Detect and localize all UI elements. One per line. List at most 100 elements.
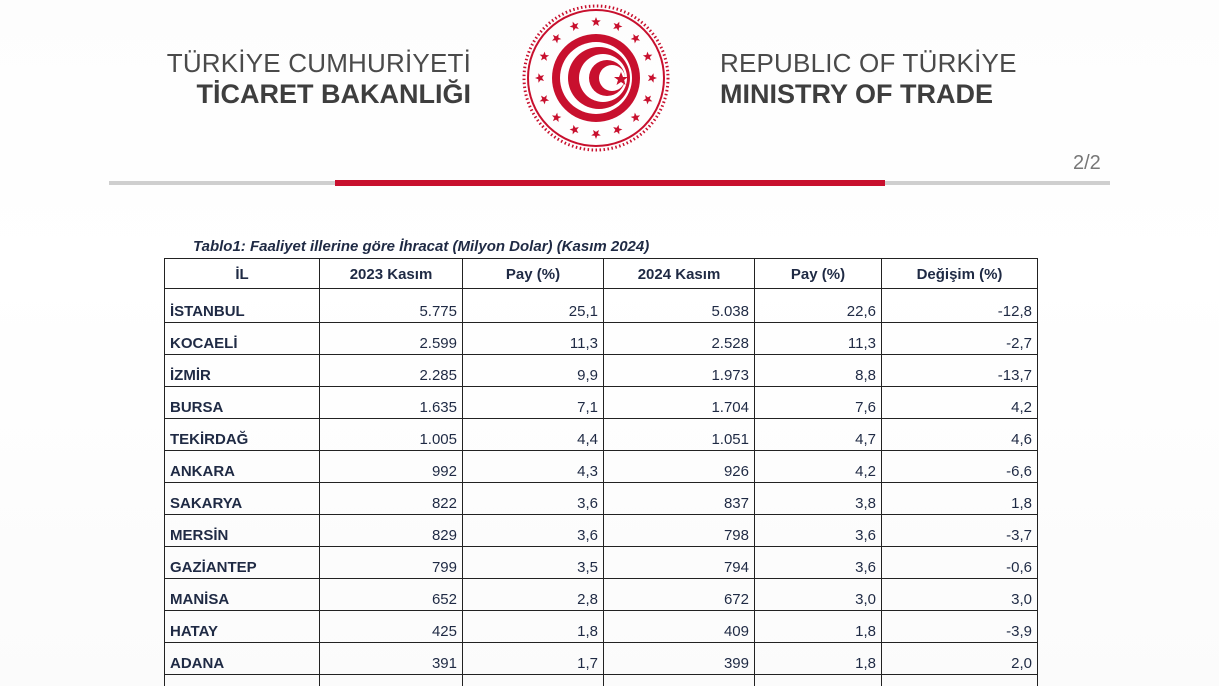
cell-2023: 799 bbox=[319, 546, 463, 579]
table-row: SAKARYA 822 3,6 837 3,8 1,8 bbox=[164, 482, 1038, 515]
table-header-row: İL 2023 Kasım Pay (%) 2024 Kasım Pay (%)… bbox=[164, 258, 1038, 289]
cell-pay-2024: 11,3 bbox=[754, 322, 882, 355]
cell-2024: 1.973 bbox=[603, 354, 755, 387]
cell-degisim: -6,6 bbox=[881, 450, 1038, 483]
seal-star-icon bbox=[551, 112, 562, 123]
cell-pay-2023: 9,9 bbox=[462, 354, 604, 387]
column-header-degisim: Değişim (%) bbox=[881, 258, 1038, 289]
cell-pay-2024: 7,6 bbox=[754, 386, 882, 419]
seal-star-icon bbox=[642, 51, 653, 61]
cell-degisim: -3,7 bbox=[881, 514, 1038, 547]
cell-2023: 5.775 bbox=[319, 288, 463, 323]
cell-il: ADANA bbox=[164, 642, 320, 675]
table-row: İSTANBUL 5.775 25,1 5.038 22,6 -12,8 bbox=[164, 288, 1038, 323]
cell-2024: 837 bbox=[603, 482, 755, 515]
cell-2023: 391 bbox=[319, 642, 463, 675]
seal-star-icon bbox=[647, 73, 657, 83]
column-header-2024: 2024 Kasım bbox=[603, 258, 755, 289]
cell-il: ANKARA bbox=[164, 450, 320, 483]
cell-degisim: -12,8 bbox=[881, 288, 1038, 323]
cell-il: İSTANBUL bbox=[164, 288, 320, 323]
header-divider-red bbox=[335, 180, 885, 186]
cell-pay-2023: 3,5 bbox=[462, 546, 604, 579]
cell-pay-2024: 1,8 bbox=[754, 642, 882, 675]
column-header-il: İL bbox=[164, 258, 320, 289]
cell-pay-2024: 3,8 bbox=[754, 482, 882, 515]
cell-pay-2023: 3,6 bbox=[462, 514, 604, 547]
cell-pay-2024: 3,6 bbox=[754, 546, 882, 579]
cell-degisim: 4,2 bbox=[881, 386, 1038, 419]
cell-2023: 652 bbox=[319, 578, 463, 611]
header-turkish-title: TÜRKİYE CUMHURİYETİ TİCARET BAKANLIĞI bbox=[167, 48, 471, 110]
cell-pay-2023: 2,8 bbox=[462, 578, 604, 611]
cell-2024: 926 bbox=[603, 450, 755, 483]
cell-pay-2024: 1,7 bbox=[754, 674, 882, 686]
seal-star-icon bbox=[539, 51, 550, 61]
cell-2024: 399 bbox=[603, 642, 755, 675]
seal-star-icon bbox=[613, 124, 623, 135]
table-row: ADANA 391 1,7 399 1,8 2,0 bbox=[164, 642, 1038, 675]
cell-pay-2024: 1,8 bbox=[754, 610, 882, 643]
cell-il: HATAY bbox=[164, 610, 320, 643]
cell-pay-2023: 4,4 bbox=[462, 418, 604, 451]
table-row: MANİSA 652 2,8 672 3,0 3,0 bbox=[164, 578, 1038, 611]
export-table: İL 2023 Kasım Pay (%) 2024 Kasım Pay (%)… bbox=[164, 258, 1038, 686]
seal-star-icon bbox=[551, 33, 562, 44]
cell-il: ESKİŞEHİR bbox=[164, 674, 320, 686]
cell-2023: 992 bbox=[319, 450, 463, 483]
header-left-line1: TÜRKİYE CUMHURİYETİ bbox=[166, 48, 471, 78]
cell-degisim: -2,7 bbox=[881, 322, 1038, 355]
cell-2023: 2.599 bbox=[319, 322, 463, 355]
cell-il: SAKARYA bbox=[164, 482, 320, 515]
cell-2023: 425 bbox=[319, 610, 463, 643]
cell-2024: 672 bbox=[603, 578, 755, 611]
table-row: İZMİR 2.285 9,9 1.973 8,8 -13,7 bbox=[164, 354, 1038, 387]
cell-pay-2024: 22,6 bbox=[754, 288, 882, 323]
seal-star-icon bbox=[591, 129, 601, 139]
cell-pay-2023: 3,6 bbox=[462, 482, 604, 515]
cell-pay-2024: 4,2 bbox=[754, 450, 882, 483]
cell-2024: 5.038 bbox=[603, 288, 755, 323]
cell-2023: 822 bbox=[319, 482, 463, 515]
cell-pay-2024: 3,0 bbox=[754, 578, 882, 611]
table-caption: Tablo1: Faaliyet illerine göre İhracat (… bbox=[193, 238, 650, 255]
seal-star-icon bbox=[569, 124, 579, 135]
table-row: KOCAELİ 2.599 11,3 2.528 11,3 -2,7 bbox=[164, 322, 1038, 355]
table-row: GAZİANTEP 799 3,5 794 3,6 -0,6 bbox=[164, 546, 1038, 579]
cell-pay-2023: 1,7 bbox=[462, 642, 604, 675]
cell-pay-2023: 25,1 bbox=[462, 288, 604, 323]
table-row: ESKİŞEHİR3551,53791,76,9 bbox=[164, 674, 1038, 686]
header-english-title: REPUBLIC OF TÜRKİYE MINISTRY OF TRADE bbox=[720, 48, 1017, 110]
cell-degisim: -13,7 bbox=[881, 354, 1038, 387]
cell-pay-2023: 1,8 bbox=[462, 610, 604, 643]
cell-pay-2023: 1,5 bbox=[462, 674, 604, 686]
seal-star-icon bbox=[613, 21, 623, 32]
seal-star-icon bbox=[630, 33, 641, 44]
cell-pay-2024: 3,6 bbox=[754, 514, 882, 547]
cell-degisim: -0,6 bbox=[881, 546, 1038, 579]
cell-2024: 2.528 bbox=[603, 322, 755, 355]
seal-star-icon bbox=[630, 112, 641, 123]
cell-degisim: 4,6 bbox=[881, 418, 1038, 451]
cell-il: GAZİANTEP bbox=[164, 546, 320, 579]
column-header-pay-2023: Pay (%) bbox=[462, 258, 604, 289]
cell-degisim: 1,8 bbox=[881, 482, 1038, 515]
cell-il: BURSA bbox=[164, 386, 320, 419]
ministry-seal-logo bbox=[522, 4, 670, 152]
cell-il: MANİSA bbox=[164, 578, 320, 611]
cell-2023: 355 bbox=[319, 674, 463, 686]
cell-il: MERSİN bbox=[164, 514, 320, 547]
cell-il: TEKİRDAĞ bbox=[164, 418, 320, 451]
seal-star-icon bbox=[535, 73, 545, 83]
table-row: TEKİRDAĞ 1.005 4,4 1.051 4,7 4,6 bbox=[164, 418, 1038, 451]
page-number: 2/2 bbox=[1073, 152, 1101, 174]
cell-2024: 379 bbox=[603, 674, 755, 686]
seal-star-icon bbox=[539, 95, 550, 105]
cell-degisim: 6,9 bbox=[881, 674, 1038, 686]
cell-pay-2023: 4,3 bbox=[462, 450, 604, 483]
cell-il: İZMİR bbox=[164, 354, 320, 387]
column-header-pay-2024: Pay (%) bbox=[754, 258, 882, 289]
cell-il: KOCAELİ bbox=[164, 322, 320, 355]
header-left-line2: TİCARET BAKANLIĞI bbox=[196, 79, 471, 109]
